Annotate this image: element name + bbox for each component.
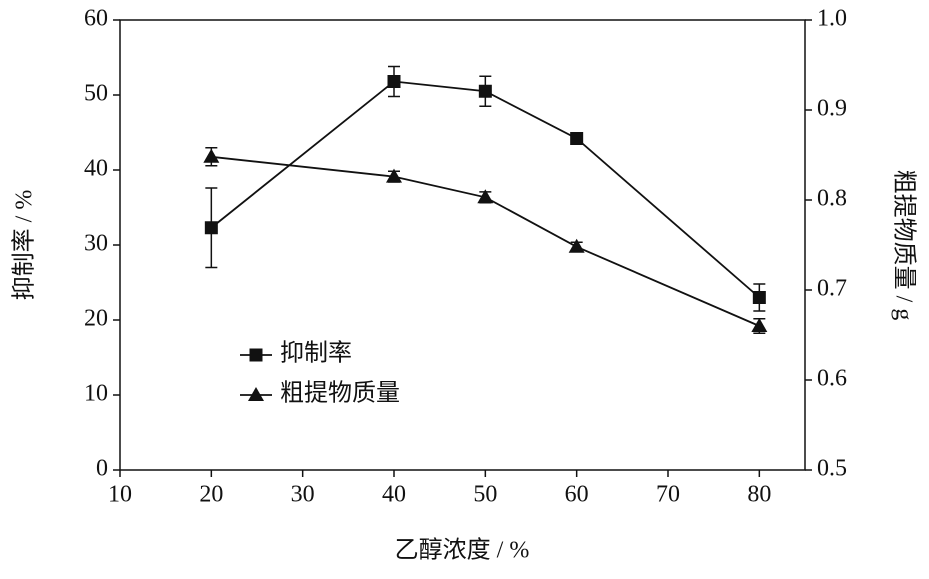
marker <box>752 291 766 304</box>
series-line <box>211 155 760 327</box>
y2-tick-label: 0.8 <box>817 186 847 212</box>
marker <box>203 148 220 163</box>
y-tick-label: 40 <box>84 156 108 182</box>
y2-tick-label: 1.0 <box>817 6 847 32</box>
x-tick-label: 60 <box>565 482 589 508</box>
marker <box>751 318 768 332</box>
x-tick-label: 80 <box>747 482 771 508</box>
x-tick-label: 70 <box>656 482 680 508</box>
marker <box>386 168 402 183</box>
marker <box>478 84 492 98</box>
marker <box>568 238 585 253</box>
x-tick-label: 40 <box>382 482 406 508</box>
y-tick-label: 30 <box>84 231 108 257</box>
y2-tick-label: 0.9 <box>817 96 847 122</box>
x-tick-label: 20 <box>199 482 223 508</box>
y-axis-label: 抑制率 / % <box>11 190 38 301</box>
x-tick-label: 10 <box>108 482 132 508</box>
plot-frame <box>119 19 806 471</box>
y-tick-label: 20 <box>84 306 108 332</box>
marker <box>204 221 218 235</box>
x-axis-label: 乙醇浓度 / % <box>395 537 530 564</box>
y2-tick-label: 0.6 <box>817 366 847 392</box>
marker <box>477 189 494 204</box>
marker <box>570 132 584 145</box>
y-tick-label: 60 <box>84 6 108 32</box>
legend-marker <box>248 387 264 401</box>
legend-label: 粗提物质量 <box>280 380 400 407</box>
legend-marker <box>249 348 263 362</box>
legend-label: 抑制率 <box>280 340 352 367</box>
y-tick-label: 0 <box>96 456 108 482</box>
marker <box>387 75 401 88</box>
x-tick-label: 30 <box>291 482 315 508</box>
y2-tick-label: 0.5 <box>817 456 847 482</box>
y-tick-label: 10 <box>84 381 108 407</box>
y2-tick-label: 0.7 <box>817 276 847 302</box>
y-tick-label: 50 <box>84 81 108 107</box>
x-tick-label: 50 <box>473 482 497 508</box>
y2-axis-label: 粗提物质量 / g <box>890 170 917 321</box>
